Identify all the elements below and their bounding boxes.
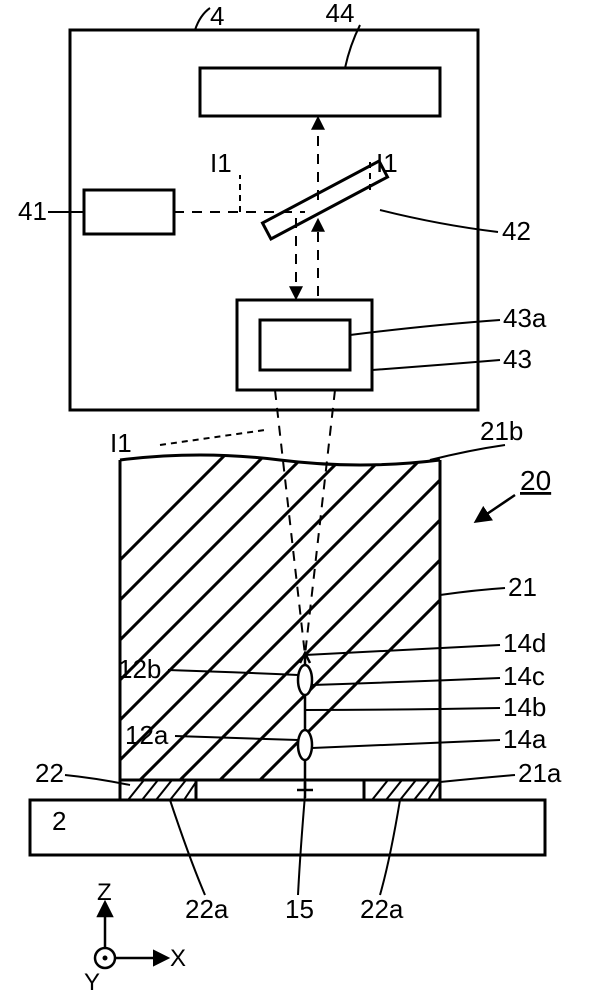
- material-assembly: I1 21b 20 21 14d 14c 14b 14a 12b 12a 22 …: [0, 390, 593, 924]
- label-22a-R: 22a: [360, 894, 404, 924]
- upper-unit: 4 44 41 42 43a 43 I1 I1: [18, 0, 547, 410]
- label-21b: 21b: [480, 416, 523, 446]
- label-2: 2: [52, 806, 66, 836]
- lead-42: [380, 210, 498, 232]
- label-20: 20: [520, 465, 551, 496]
- label-22a-L: 22a: [185, 894, 229, 924]
- label-41: 41: [18, 196, 47, 226]
- label-I1-below: I1: [110, 428, 132, 458]
- lead-4: [195, 8, 210, 30]
- axis-y-dot: [103, 956, 108, 961]
- label-12b: 12b: [118, 654, 161, 684]
- box-41: [84, 190, 174, 234]
- label-4: 4: [210, 1, 224, 31]
- label-15: 15: [285, 894, 314, 924]
- label-22: 22: [35, 758, 64, 788]
- label-21: 21: [508, 572, 537, 602]
- label-43a: 43a: [503, 303, 547, 333]
- label-axis-y: Y: [84, 969, 100, 996]
- label-42: 42: [502, 216, 531, 246]
- label-14c: 14c: [503, 661, 545, 691]
- label-14d: 14d: [503, 628, 546, 658]
- label-axis-z: Z: [97, 879, 112, 906]
- arrow-20: [478, 495, 515, 520]
- ellipse-12a: [298, 730, 312, 760]
- axes: Z X Y: [84, 879, 186, 996]
- label-I1-left: I1: [210, 148, 232, 178]
- label-14b: 14b: [503, 692, 546, 722]
- label-12a: 12a: [125, 720, 169, 750]
- label-axis-x: X: [170, 945, 186, 972]
- lead-21: [440, 588, 505, 595]
- box-44: [200, 68, 440, 116]
- label-21a: 21a: [518, 758, 562, 788]
- lead-21b: [430, 445, 505, 460]
- label-44: 44: [326, 0, 355, 28]
- label-43: 43: [503, 344, 532, 374]
- lead-43: [372, 360, 500, 370]
- strip-22-right: [364, 780, 440, 800]
- label-I1-right: I1: [376, 148, 398, 178]
- label-14a: 14a: [503, 724, 547, 754]
- mirror-42: [263, 161, 388, 239]
- lead-21a: [440, 775, 515, 782]
- lead-I1-below: [160, 430, 265, 445]
- strip-22-left: [120, 780, 196, 800]
- ellipse-12b: [298, 665, 312, 695]
- substrate-2: [30, 800, 545, 855]
- box-43a: [260, 320, 350, 370]
